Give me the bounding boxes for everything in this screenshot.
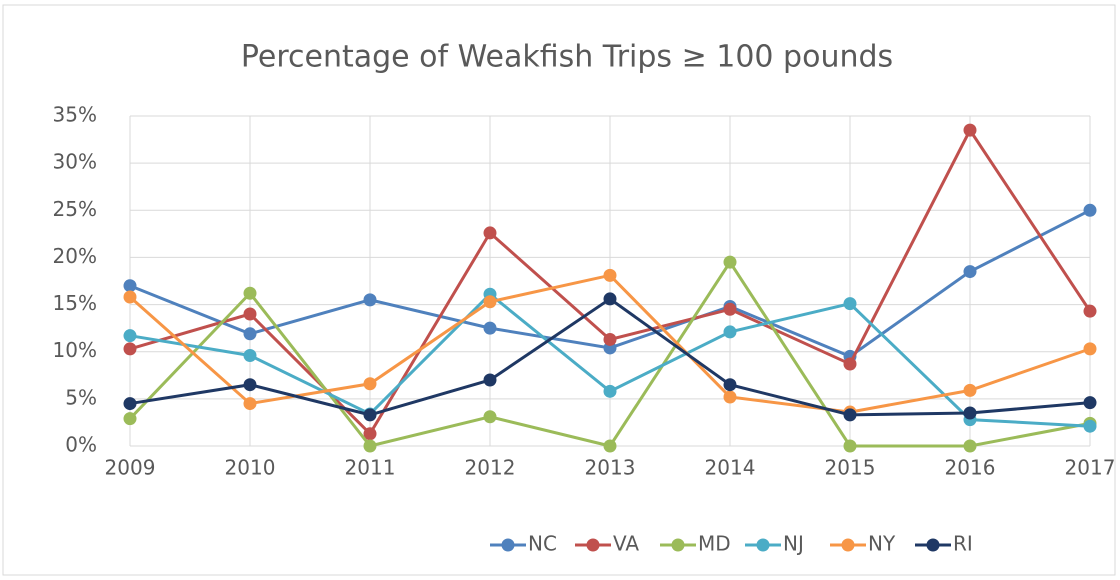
data-point — [483, 410, 497, 424]
data-point — [843, 439, 857, 453]
data-point — [603, 268, 617, 282]
y-tick-label: 20% — [53, 244, 97, 268]
data-point — [603, 384, 617, 398]
data-point — [483, 226, 497, 240]
data-point — [483, 321, 497, 335]
data-point — [963, 406, 977, 420]
data-point — [1083, 203, 1097, 217]
data-point — [123, 329, 137, 343]
data-point — [363, 427, 377, 441]
legend-marker — [841, 538, 855, 552]
chart-title: Percentage of Weakfish Trips ≥ 100 pound… — [241, 40, 893, 75]
data-point — [243, 378, 257, 392]
data-point — [963, 265, 977, 279]
data-point — [363, 377, 377, 391]
data-point — [243, 327, 257, 341]
y-tick-label: 30% — [53, 150, 97, 174]
data-point — [483, 295, 497, 309]
data-point — [363, 439, 377, 453]
x-tick-label: 2017 — [1065, 456, 1116, 480]
data-point — [123, 397, 137, 411]
y-tick-label: 5% — [65, 385, 97, 409]
data-point — [963, 383, 977, 397]
data-point — [843, 297, 857, 311]
legend-label: MD — [698, 532, 731, 556]
data-point — [1083, 396, 1097, 410]
data-point — [1083, 419, 1097, 433]
data-point — [723, 378, 737, 392]
y-tick-label: 15% — [53, 291, 97, 315]
data-point — [603, 332, 617, 346]
data-point — [363, 408, 377, 422]
y-tick-label: 25% — [53, 197, 97, 221]
legend-label: NY — [868, 532, 896, 556]
data-point — [723, 325, 737, 339]
data-point — [243, 348, 257, 362]
data-point — [363, 293, 377, 307]
data-point — [843, 408, 857, 422]
y-tick-label: 0% — [65, 433, 97, 457]
x-tick-label: 2011 — [345, 456, 396, 480]
legend-label: RI — [953, 532, 973, 556]
data-point — [123, 279, 137, 293]
x-tick-label: 2013 — [585, 456, 636, 480]
legend-marker — [501, 538, 515, 552]
data-point — [243, 307, 257, 321]
x-tick-label: 2010 — [225, 456, 276, 480]
legend-marker — [586, 538, 600, 552]
legend-label: VA — [613, 532, 639, 556]
y-tick-label: 35% — [53, 103, 97, 127]
data-point — [963, 439, 977, 453]
data-point — [1083, 342, 1097, 356]
data-point — [123, 412, 137, 426]
legend-label: NJ — [783, 532, 804, 556]
data-point — [1083, 304, 1097, 318]
data-point — [243, 397, 257, 411]
x-tick-label: 2009 — [105, 456, 156, 480]
x-tick-label: 2012 — [465, 456, 516, 480]
data-point — [123, 342, 137, 356]
legend-marker — [926, 538, 940, 552]
data-point — [483, 373, 497, 387]
x-tick-label: 2016 — [945, 456, 996, 480]
legend-marker — [756, 538, 770, 552]
y-tick-label: 10% — [53, 338, 97, 362]
data-point — [123, 290, 137, 304]
data-point — [723, 255, 737, 269]
data-point — [723, 302, 737, 316]
data-point — [723, 390, 737, 404]
x-tick-label: 2014 — [705, 456, 756, 480]
data-point — [243, 286, 257, 300]
data-point — [963, 123, 977, 137]
chart-frame — [2, 4, 1116, 576]
data-point — [603, 439, 617, 453]
x-tick-label: 2015 — [825, 456, 876, 480]
data-point — [603, 292, 617, 306]
legend-label: NC — [528, 532, 557, 556]
data-point — [843, 357, 857, 371]
legend-marker — [671, 538, 685, 552]
